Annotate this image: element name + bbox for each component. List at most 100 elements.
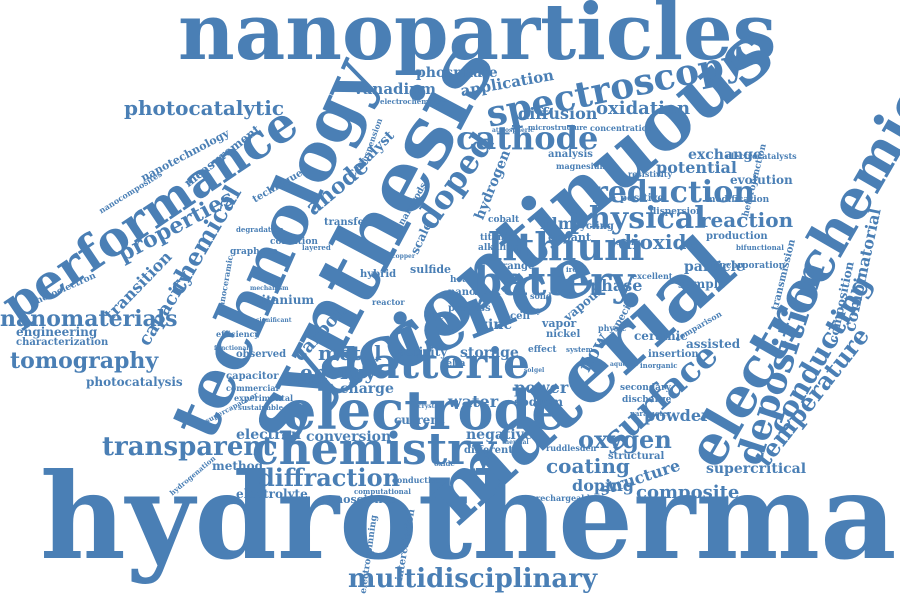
word-experimental: experimental [234, 393, 294, 403]
word-doping: doping [572, 476, 634, 495]
word-cell: cell [510, 311, 531, 322]
word-potential: potential [656, 158, 737, 177]
word-vapor: vapor [542, 317, 577, 330]
word-atmospheric: atmospheric [492, 127, 534, 134]
word-magnesium: magnesium [556, 161, 608, 171]
word-rechargeable: rechargeable [536, 493, 595, 503]
word-cathode: cathode [456, 119, 599, 157]
word-power: power [514, 378, 569, 397]
word-fabrication: fabrication [280, 377, 324, 386]
word-method: method [212, 459, 263, 473]
word-aqueous: aqueous [610, 361, 639, 368]
word-incorporation: incorporation [716, 261, 786, 271]
word-resistivity: resistivity [628, 169, 673, 179]
word-supercritical: supercritical [706, 461, 807, 477]
word-crystal: crystal [418, 403, 441, 410]
word-oxidation: oxidation [596, 98, 691, 119]
word-process: process [448, 303, 491, 314]
word-concentration: concentration [590, 123, 653, 133]
word-copper: copper [392, 253, 416, 260]
word-sodium: sodium [514, 395, 564, 409]
word-metal: metal [318, 341, 382, 365]
word-structural: structural [608, 451, 665, 462]
word-insertion: insertion [648, 349, 699, 360]
word-gel: gel [534, 367, 545, 374]
word-multidisciplinary: multidisciplinary [348, 564, 598, 594]
word-heat: heat [450, 275, 473, 285]
word-nano: nano [448, 287, 476, 298]
word-battery: battery [474, 258, 635, 305]
word-efficiency: efficiency [216, 329, 260, 339]
word-mechanism: mechanism [250, 285, 289, 292]
word-photocatalytic: photocatalytic [124, 96, 285, 120]
word-microstructure: microstructure [528, 123, 588, 132]
word-cycling: cycling [574, 221, 614, 232]
word-electrochemistry: electrochemistry [380, 97, 447, 106]
word-effect: effect [528, 345, 557, 355]
word-modification: modification [706, 195, 770, 205]
word-hydrothermal: hydrothermal [40, 447, 900, 586]
word-excellent: excellent [632, 271, 673, 281]
word-nanoparticles: nanoparticles [178, 0, 777, 78]
word-graphene: graphene [230, 247, 278, 257]
word-titanium: titanium [256, 293, 315, 307]
word-thermal: thermal [502, 439, 529, 446]
word-coating: coating [546, 454, 630, 478]
word-negative: negative [466, 427, 533, 443]
word-powder: powder [644, 406, 710, 425]
word-engineering: engineering [16, 325, 98, 339]
word-dispersion: dispersion [650, 207, 703, 217]
word-density: density [610, 237, 643, 247]
word-inorganic: inorganic [640, 361, 678, 370]
word-alkaline: alkaline [478, 243, 519, 253]
word-cobalt: cobalt [488, 215, 520, 225]
word-physical: physical [568, 201, 706, 236]
word-bifunctional: bifunctional [736, 243, 784, 252]
word-electrode: electrode [282, 378, 566, 442]
word-functional: functional [214, 345, 249, 352]
word-dopant: dopant [548, 231, 591, 244]
word-conductive: conductive [392, 475, 441, 485]
word-diffraction: diffraction [258, 463, 401, 492]
word-sol: sol [524, 367, 534, 374]
word-ceramic: ceramic [634, 329, 688, 343]
word-alloy: alloy [520, 305, 542, 315]
word-solid: solid [530, 291, 552, 301]
word-diffusion: diffusion [518, 104, 598, 123]
word-direct: direct [426, 311, 453, 321]
word-current: current [394, 413, 445, 427]
word-secondary: secondary [620, 383, 671, 393]
word-observed: observed [236, 349, 287, 360]
word-ruddlesden: ruddlesden [546, 443, 597, 453]
word-transfer: transfer [324, 217, 370, 228]
word-reactor: reactor [372, 297, 405, 307]
word-nanoscience: nanoscience [320, 493, 397, 506]
word-characterization: characterization [16, 337, 109, 348]
word-vanadium: vanadium [354, 80, 437, 98]
word-electrocatalysts: electrocatalysts [726, 151, 797, 161]
word-sustainable: sustainable [238, 403, 284, 412]
word-significant: significant [256, 317, 292, 324]
word-phosphate: phosphate [416, 65, 498, 81]
word-discharge: discharge [622, 395, 672, 405]
word-particle: particle [684, 259, 745, 275]
word-layered: layered [302, 243, 331, 252]
word-photocatalysis: photocatalysis [86, 375, 183, 389]
word-composite: composite [636, 482, 740, 503]
word-range: range [502, 261, 535, 272]
word-transparent: transparent [102, 432, 275, 462]
word-batterie: batterie [343, 339, 530, 388]
word-iron: iron [566, 265, 583, 274]
word-phase: phase [590, 276, 643, 295]
word-lithium: lithium [488, 224, 645, 269]
word-condition: condition [270, 237, 318, 247]
word-zinc: zinc [480, 317, 512, 333]
word-sample: sample [678, 277, 726, 291]
word-reaction: reaction [700, 208, 794, 232]
word-positive: positive [620, 193, 664, 204]
word-electron: electron [236, 427, 302, 443]
word-activity: activity [398, 345, 448, 359]
word-evolution: evolution [730, 173, 793, 187]
word-degradation: degradation [236, 225, 284, 234]
